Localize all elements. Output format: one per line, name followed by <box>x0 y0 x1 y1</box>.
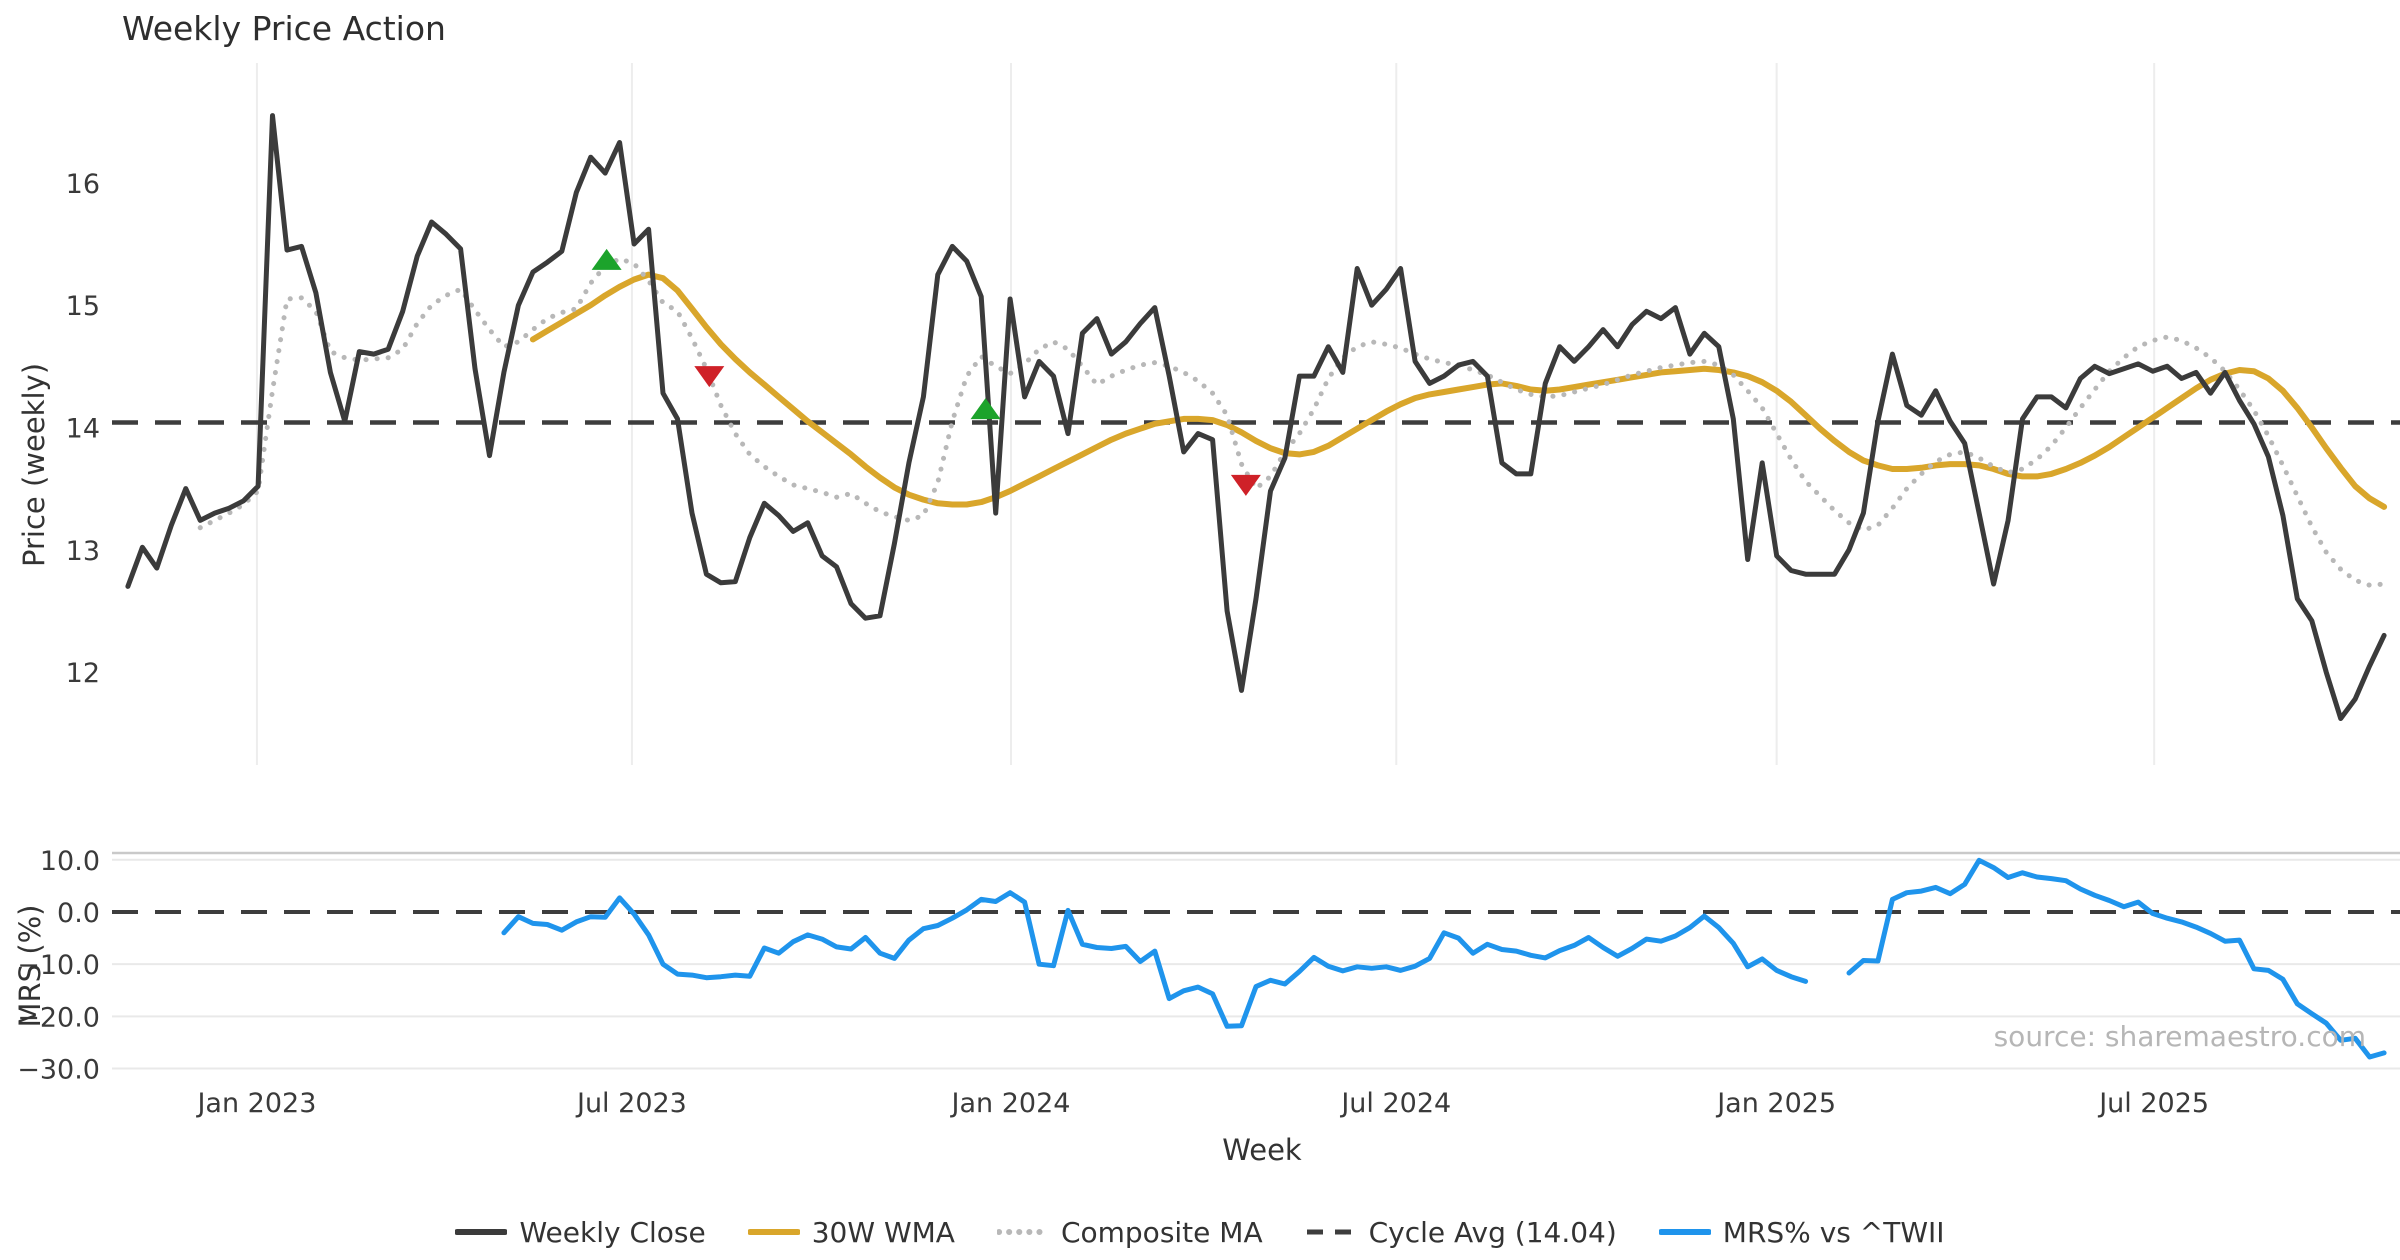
legend-label: MRS% vs ^TWII <box>1722 1215 1945 1249</box>
series-composite-ma <box>197 256 2387 588</box>
series-mrs-vs-twii <box>1846 857 2387 1060</box>
legend-label: Cycle Avg (14.04) <box>1368 1215 1617 1249</box>
mrs-tick-label: −10.0 <box>17 950 100 981</box>
mrs-axis-label: MRS (%) <box>13 905 47 1028</box>
axis-tick-labels: Jan 2023 Jul 2023 Jan 2024 Jul 2024 Jan 2025… <box>17 169 2209 1119</box>
series-weekly-close <box>125 113 2387 721</box>
chart-title: Weekly Price Action <box>122 9 446 48</box>
chart-legend: Weekly Close 30W WMA Composite MA Cycle Avg… <box>0 1206 2400 1258</box>
legend-swatch <box>996 1229 1049 1235</box>
x-axis-label: Week <box>1222 1133 1302 1167</box>
series-lines <box>112 113 2400 1060</box>
price-tick-label: 13 <box>66 536 100 567</box>
legend-label: Weekly Close <box>519 1215 706 1249</box>
sell-signal-marker <box>1230 474 1261 496</box>
x-tick-label: Jul 2025 <box>2097 1088 2209 1119</box>
price-tick-label: 14 <box>66 413 100 444</box>
source-watermark: source: sharemaestro.com <box>1994 1020 2366 1053</box>
x-tick-label: Jan 2025 <box>1715 1088 1836 1119</box>
legend-item-30w-wma: 30W WMA <box>747 1215 955 1249</box>
mrs-tick-label: −30.0 <box>17 1055 100 1086</box>
x-tick-label: Jul 2023 <box>575 1088 687 1119</box>
legend-swatch <box>1306 1229 1355 1235</box>
price-tick-label: 16 <box>66 169 100 200</box>
series-30w-wma <box>529 271 2388 510</box>
sell-signal-marker <box>694 366 725 388</box>
legend-swatch <box>455 1229 508 1235</box>
legend-item-composite-ma: Composite MA <box>996 1215 1263 1249</box>
price-axis-label: Price (weekly) <box>17 363 51 567</box>
mrs-tick-label: 10.0 <box>40 846 100 877</box>
gridlines <box>112 63 2400 1070</box>
x-tick-label: Jan 2024 <box>950 1088 1071 1119</box>
price-tick-label: 15 <box>66 291 100 322</box>
legend-swatch <box>747 1229 800 1235</box>
signal-markers <box>591 248 1261 496</box>
legend-label: 30W WMA <box>811 1215 955 1249</box>
price-tick-label: 12 <box>66 658 100 689</box>
x-tick-label: Jul 2024 <box>1339 1088 1451 1119</box>
legend-item-cycle-avg-14-04-: Cycle Avg (14.04) <box>1305 1216 1617 1249</box>
legend-label: Composite MA <box>1060 1215 1263 1249</box>
x-tick-label: Jan 2023 <box>195 1088 316 1119</box>
buy-signal-marker <box>591 248 622 270</box>
legend-swatch <box>1658 1229 1711 1235</box>
mrs-tick-label: −20.0 <box>17 1002 100 1033</box>
legend-item-weekly-close: Weekly Close <box>455 1215 706 1249</box>
buy-signal-marker <box>970 398 1001 420</box>
legend-item-mrs-vs-twii: MRS% vs ^TWII <box>1658 1215 1945 1249</box>
series-mrs-vs-twii <box>501 890 1809 1029</box>
mrs-tick-label: 0.0 <box>57 898 100 929</box>
